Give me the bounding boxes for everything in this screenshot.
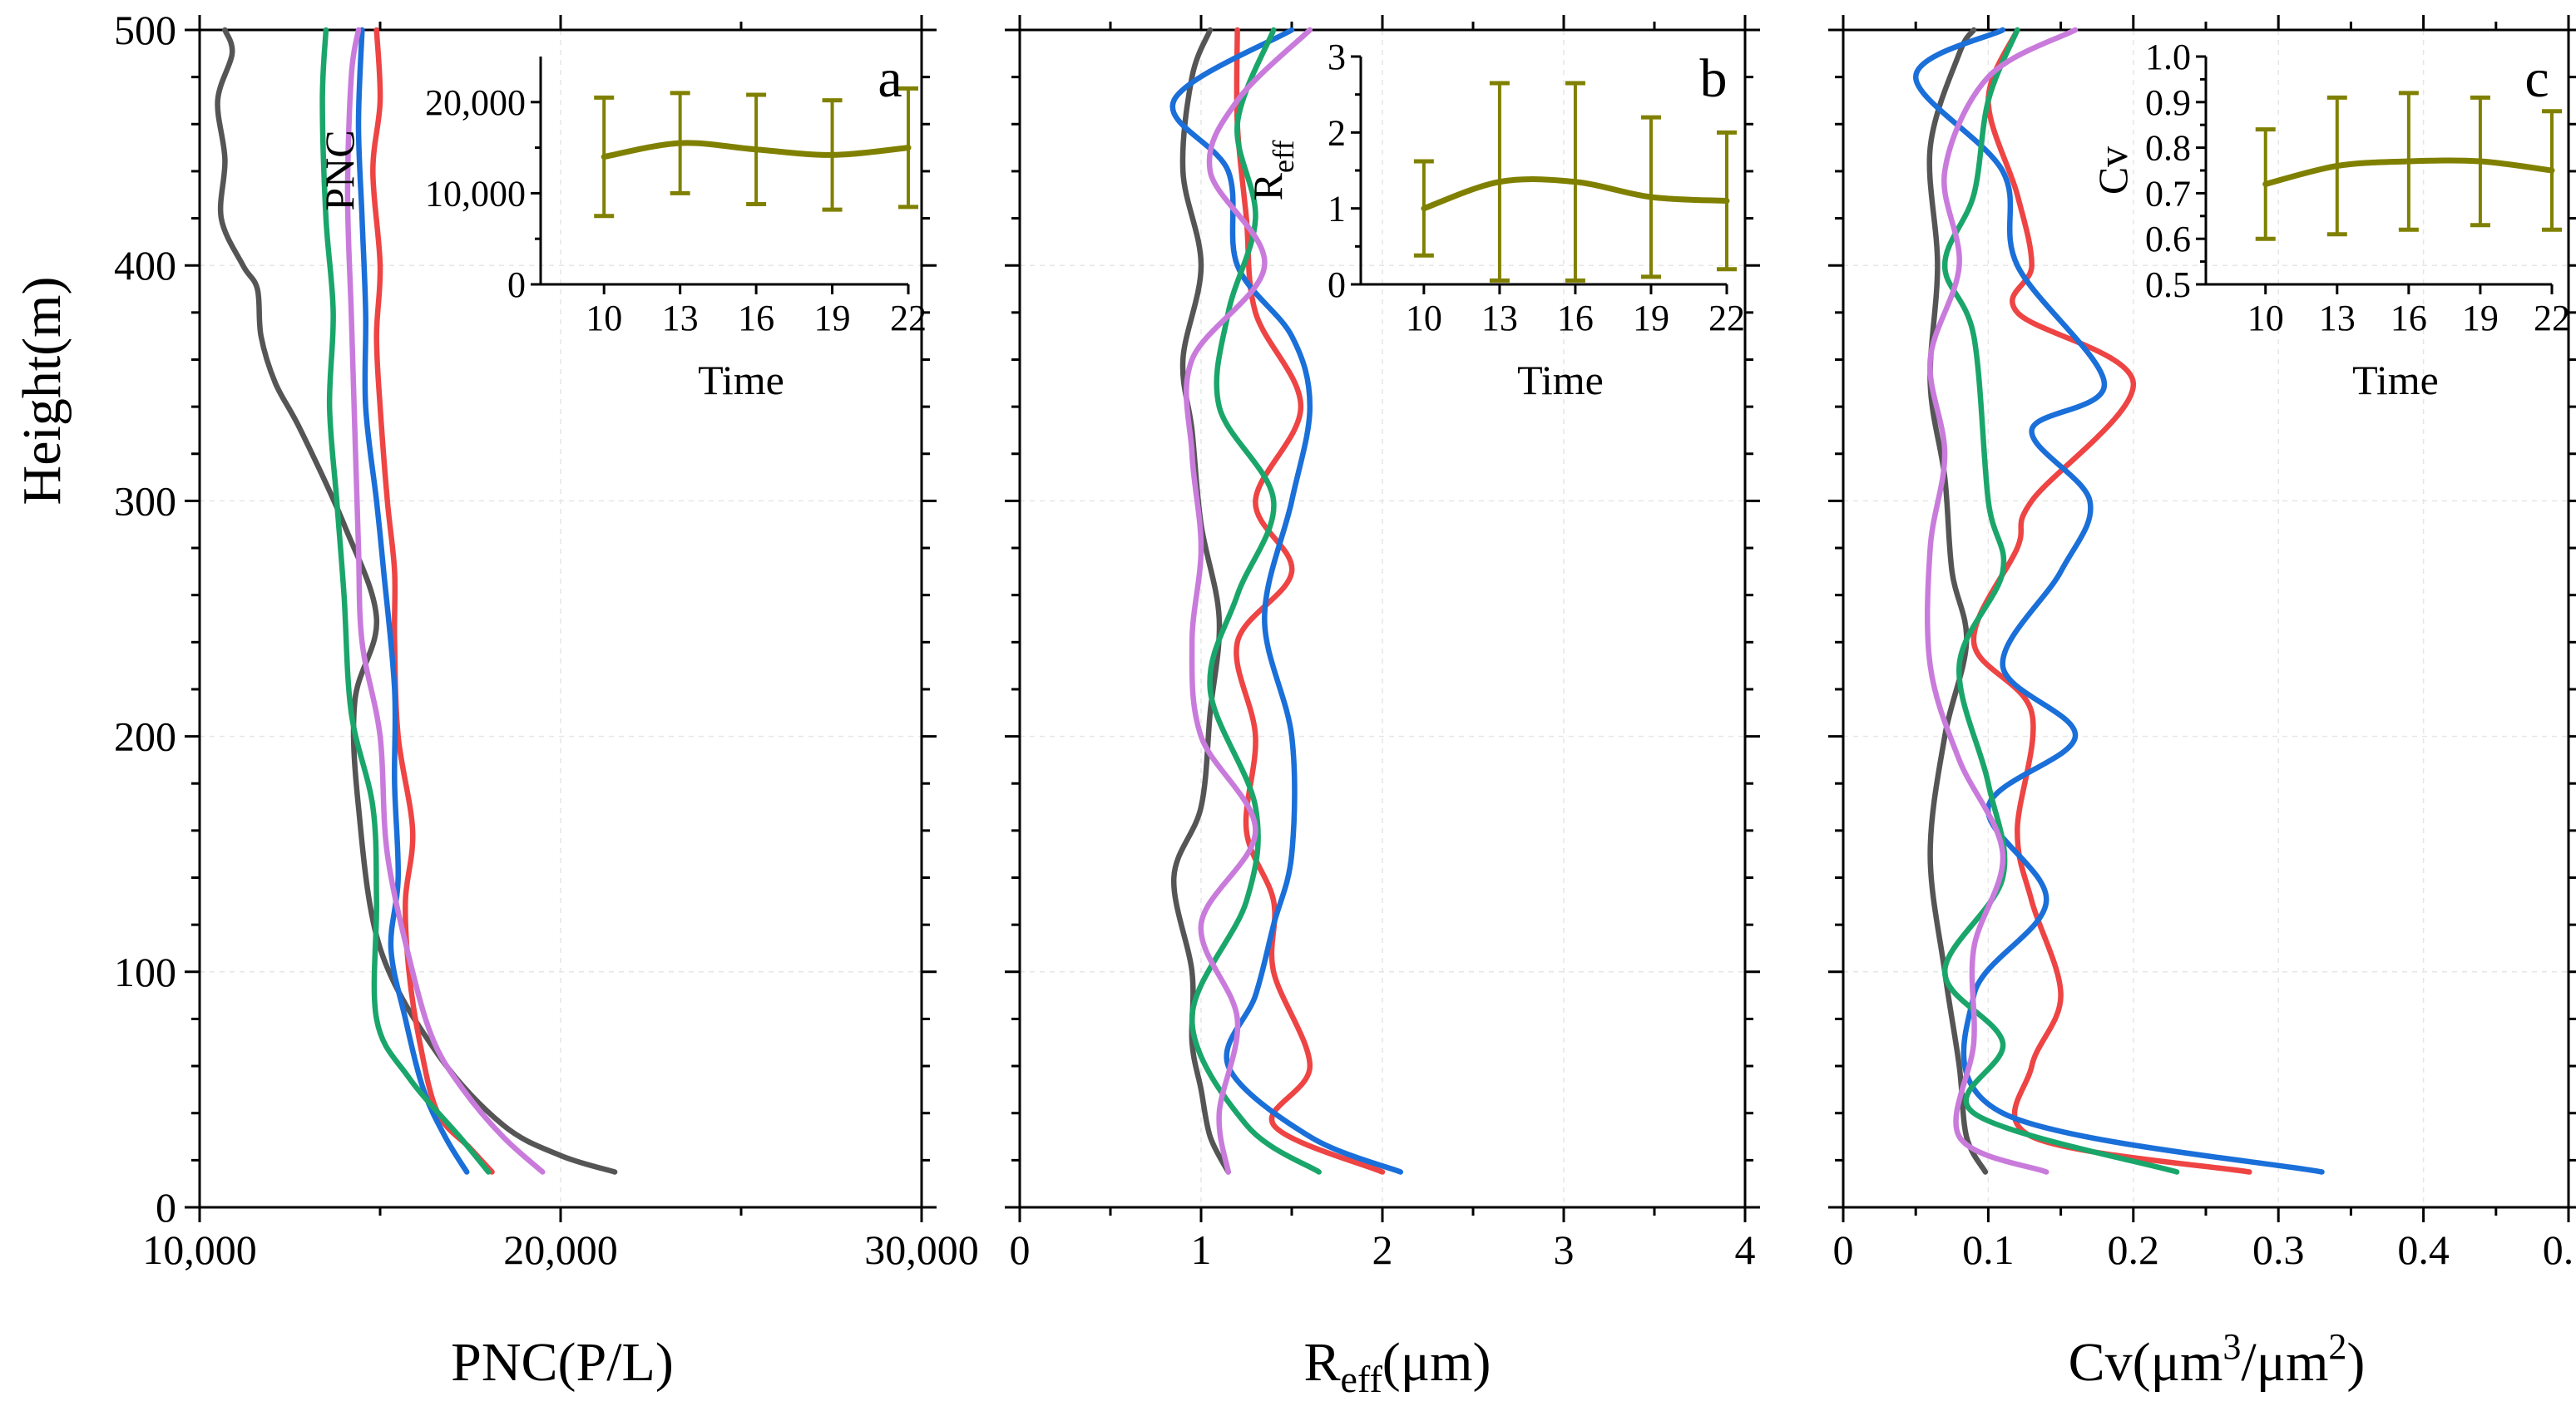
x-tick-label: 0	[1833, 1226, 1854, 1273]
x-axis-label-a: PNC(P/L)	[451, 1332, 674, 1393]
inset-x-tick-label: 16	[2391, 298, 2427, 338]
panel-letter-b: b	[1700, 48, 1728, 109]
inset-y-label: Cv	[2089, 146, 2136, 195]
y-tick-label: 0	[156, 1184, 176, 1231]
inset-y-tick-label: 0.6	[2145, 219, 2191, 259]
series-line-3	[355, 27, 470, 1175]
series-line-4	[319, 27, 492, 1175]
inset-x-tick-label: 10	[2247, 298, 2284, 338]
x-tick-label: 0.3	[2252, 1226, 2305, 1273]
inset-x-tick-label: 22	[2534, 298, 2570, 338]
panel-letter-c: c	[2524, 48, 2549, 109]
inset-x-tick-label: 19	[2462, 298, 2499, 338]
x-tick-label: 1	[1191, 1226, 1212, 1273]
inset-y-label: Reff	[1244, 141, 1300, 201]
inset-y-tick-label: 10,000	[425, 173, 526, 214]
panel-letter-a: a	[878, 48, 902, 109]
inset-y-tick-label: 0	[507, 264, 526, 305]
inset-x-tick-label: 22	[890, 298, 927, 338]
x-tick-label: 4	[1735, 1226, 1756, 1273]
series-line-3	[1912, 27, 2325, 1175]
inset-y-label: PNC	[316, 130, 363, 210]
y-tick-label: 300	[114, 477, 176, 524]
x-tick-label: 10,000	[142, 1226, 257, 1273]
inset-chart-c: 0.5 0.6 0.70.8 0.9 1.0 10 13 16 19 22 Time Cv	[2089, 37, 2570, 403]
inset-y-tick-label: 2	[1328, 112, 1346, 153]
y-tick-label: 200	[114, 713, 176, 760]
x-axis-label-b: Reff(μm)	[1304, 1332, 1491, 1400]
inset-x-label: Time	[698, 357, 784, 403]
inset-x-tick-label: 10	[586, 298, 622, 338]
series-line-1	[215, 27, 618, 1175]
inset-y-tick-label: 0	[1328, 264, 1346, 305]
y-tick-label: 500	[114, 7, 176, 53]
x-tick-label: 2	[1372, 1226, 1393, 1273]
inset-x-tick-label: 16	[738, 298, 774, 338]
inset-x-tick-label: 13	[2319, 298, 2356, 338]
inset-y-tick-label: 0.7	[2145, 173, 2191, 214]
inset-x-tick-label: 13	[662, 298, 699, 338]
inset-y-tick-label: 0.8	[2145, 128, 2191, 169]
series-line-4	[1189, 27, 1322, 1175]
inset-x-tick-label: 13	[1481, 298, 1518, 338]
inset-y-tick-label: 0.5	[2145, 264, 2191, 305]
inset-x-label: Time	[1517, 357, 1604, 403]
inset-chart-a: 0 10,000 20,000 10 13 16 19 22 Time PNC	[316, 57, 927, 403]
series-line-2	[1970, 27, 2252, 1175]
series-line-4	[1941, 27, 2180, 1175]
y-axis-label: Height(m)	[12, 277, 72, 506]
x-tick-label: 0.5	[2543, 1226, 2576, 1273]
inset-y-tick-label: 1	[1328, 189, 1346, 229]
x-tick-label: 3	[1554, 1226, 1575, 1273]
inset-chart-b: 0 1 2 3 10 13 16 19 22 Time Reff	[1244, 37, 1745, 403]
inset-x-tick-label: 22	[1708, 298, 1745, 338]
grid	[1019, 29, 1746, 1208]
x-axis-label-c: Cv(μm3/μm2)	[2069, 1326, 2366, 1393]
series-line-2	[370, 27, 495, 1175]
x-tick-label: 0.1	[1962, 1226, 2015, 1273]
inset-y-tick-label: 0.9	[2145, 82, 2191, 123]
x-tick-label: 0	[1010, 1226, 1031, 1273]
inset-x-label: Time	[2352, 357, 2439, 403]
inset-x-tick-label: 19	[1633, 298, 1669, 338]
inset-x-tick-label: 16	[1557, 298, 1594, 338]
series-line-3	[1169, 27, 1404, 1175]
inset-x-tick-label: 10	[1406, 298, 1442, 338]
x-tick-label: 0.4	[2397, 1226, 2450, 1273]
x-tick-label: 20,000	[503, 1226, 618, 1273]
x-tick-label: 0.2	[2108, 1226, 2160, 1273]
panel-c: 0 0.1 0.2 0.3 0.4 0.5 c 0.5 0.6 0.70.8 0.9 1.0 10 13 1…	[1828, 15, 2576, 1273]
y-tick-label: 100	[114, 949, 176, 995]
x-tick-label: 30,000	[864, 1226, 979, 1273]
series-line-1	[1926, 27, 1989, 1175]
inset-y-tick-label: 3	[1328, 37, 1346, 77]
series-line-5	[1183, 27, 1313, 1175]
panel-b: 0 1 2 3 4 b 0 1 2 3 10 13 16 19 22 Time Reff	[1005, 15, 1760, 1273]
inset-x-tick-label: 19	[814, 298, 851, 338]
series-line-5	[344, 27, 546, 1175]
grid	[199, 29, 922, 1208]
y-tick-label: 400	[114, 242, 176, 289]
inset-y-tick-label: 20,000	[425, 82, 526, 123]
series-line-5	[1925, 27, 2079, 1175]
inset-y-tick-label: 1.0	[2145, 37, 2191, 77]
